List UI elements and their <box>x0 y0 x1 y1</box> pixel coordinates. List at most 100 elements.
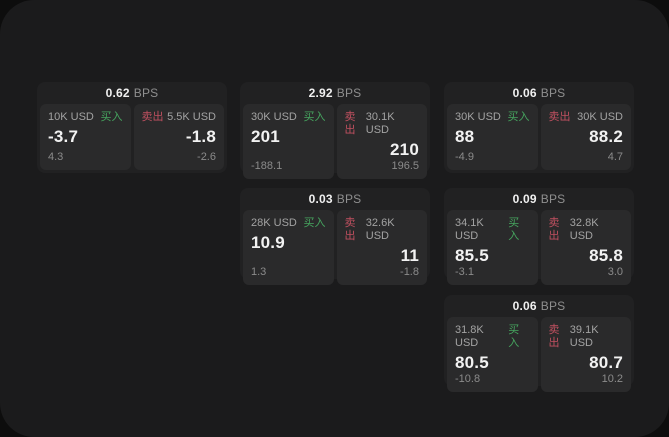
bps-unit-label: BPS <box>133 86 159 100</box>
sell-panel-header: 卖出 5.5K USD <box>142 111 217 124</box>
buy-quote-value: -3.7 <box>48 127 79 146</box>
buy-panel[interactable]: 10K USD 买入 -3.7 4.3 <box>40 104 131 170</box>
sell-side-label: 卖出 <box>344 111 356 136</box>
buy-side-label: 买入 <box>303 111 326 123</box>
bps-value: 0.06 <box>512 299 537 313</box>
sell-size-label: 32.8K USD <box>569 217 599 242</box>
sell-size-label: 39.1K USD <box>569 324 599 349</box>
bps-header: 0.06 BPS <box>444 82 634 104</box>
sell-side-label: 卖出 <box>548 217 560 242</box>
sell-panel[interactable]: 卖出 39.1K USD 80.7 10.2 <box>540 317 631 392</box>
sell-size-label: 5.5K USD <box>167 111 216 123</box>
quote-panels: 31.8K USD 买入 80.5 -10.8 卖出 39.1K USD 80.… <box>444 317 634 395</box>
sell-panel-header: 卖出 32.8K USD <box>549 217 624 243</box>
sell-quote-value: -1.8 <box>185 127 216 146</box>
buy-panel-header: 30K USD 买入 <box>455 111 530 124</box>
buy-change-value: -4.9 <box>455 151 474 163</box>
sell-quote-value: 80.7 <box>589 353 623 372</box>
quote-panels: 28K USD 买入 10.9 1.3 卖出 32.6K USD 11 -1.8 <box>240 210 430 288</box>
buy-panel-header: 34.1K USD 买入 <box>455 217 530 243</box>
sell-panel-header: 卖出 39.1K USD <box>549 324 624 350</box>
sell-side-label: 卖出 <box>141 111 164 123</box>
sell-panel[interactable]: 卖出 30.1K USD 210 196.5 <box>336 104 427 179</box>
sell-panel[interactable]: 卖出 32.8K USD 85.8 3.0 <box>540 210 631 285</box>
buy-size-label: 28K USD <box>251 217 297 229</box>
sell-quote-value: 85.8 <box>589 246 623 265</box>
bps-unit-label: BPS <box>540 299 566 313</box>
sell-side-label: 卖出 <box>548 324 560 349</box>
sell-size-label: 30.1K USD <box>365 111 395 136</box>
buy-change-value: -188.1 <box>251 160 283 172</box>
quote-card: 0.06 BPS 31.8K USD 买入 80.5 -10.8 卖出 39.1… <box>444 295 634 392</box>
buy-side-label: 买入 <box>508 217 520 242</box>
buy-change-value: 1.3 <box>251 266 267 278</box>
sell-size-label: 30K USD <box>577 111 623 123</box>
buy-size-label: 34.1K USD <box>455 217 484 242</box>
bps-unit-label: BPS <box>540 86 566 100</box>
buy-size-label: 10K USD <box>48 111 94 123</box>
sell-side-label: 卖出 <box>344 217 356 242</box>
sell-size-label: 32.6K USD <box>365 217 395 242</box>
quote-panels: 34.1K USD 买入 85.5 -3.1 卖出 32.8K USD 85.8… <box>444 210 634 288</box>
buy-change-value: 4.3 <box>48 151 64 163</box>
sell-change-value: 10.2 <box>601 373 623 385</box>
buy-panel-header: 30K USD 买入 <box>251 111 326 124</box>
buy-size-label: 30K USD <box>251 111 297 123</box>
quote-card: 0.03 BPS 28K USD 买入 10.9 1.3 卖出 32.6K US… <box>240 188 430 285</box>
buy-panel-header: 28K USD 买入 <box>251 217 326 230</box>
buy-quote-value: 201 <box>251 127 280 146</box>
sell-quote-value: 88.2 <box>589 127 623 146</box>
buy-size-label: 31.8K USD <box>455 324 484 349</box>
sell-change-value: -2.6 <box>197 151 216 163</box>
buy-change-value: -3.1 <box>455 266 474 278</box>
sell-panel[interactable]: 卖出 5.5K USD -1.8 -2.6 <box>133 104 224 170</box>
bps-header: 0.06 BPS <box>444 295 634 317</box>
sell-change-value: 196.5 <box>391 160 419 172</box>
sell-panel-header: 卖出 32.6K USD <box>345 217 420 243</box>
bps-value: 0.06 <box>512 86 537 100</box>
sell-change-value: 4.7 <box>607 151 623 163</box>
buy-panel-header: 10K USD 买入 <box>48 111 123 124</box>
sell-panel-header: 卖出 30K USD <box>549 111 624 124</box>
sell-quote-value: 11 <box>400 246 419 265</box>
buy-quote-value: 10.9 <box>251 233 285 252</box>
quote-card: 0.62 BPS 10K USD 买入 -3.7 4.3 卖出 5.5K USD… <box>37 82 227 173</box>
buy-quote-value: 80.5 <box>455 353 489 372</box>
buy-panel[interactable]: 30K USD 买入 88 -4.9 <box>447 104 538 170</box>
quote-panels: 30K USD 买入 201 -188.1 卖出 30.1K USD 210 1… <box>240 104 430 182</box>
bps-header: 0.09 BPS <box>444 188 634 210</box>
sell-panel[interactable]: 卖出 32.6K USD 11 -1.8 <box>336 210 427 285</box>
quote-panels: 10K USD 买入 -3.7 4.3 卖出 5.5K USD -1.8 -2.… <box>37 104 227 173</box>
buy-side-label: 买入 <box>303 217 326 229</box>
bps-unit-label: BPS <box>540 192 566 206</box>
sell-panel-header: 卖出 30.1K USD <box>345 111 420 137</box>
bps-header: 0.03 BPS <box>240 188 430 210</box>
quote-card: 2.92 BPS 30K USD 买入 201 -188.1 卖出 30.1K … <box>240 82 430 179</box>
sell-change-value: 3.0 <box>607 266 623 278</box>
buy-panel[interactable]: 34.1K USD 买入 85.5 -3.1 <box>447 210 538 285</box>
buy-side-label: 买入 <box>507 111 530 123</box>
buy-panel[interactable]: 30K USD 买入 201 -188.1 <box>243 104 334 179</box>
bps-value: 0.09 <box>512 192 537 206</box>
quote-panels: 30K USD 买入 88 -4.9 卖出 30K USD 88.2 4.7 <box>444 104 634 173</box>
buy-panel[interactable]: 28K USD 买入 10.9 1.3 <box>243 210 334 285</box>
bps-value: 2.92 <box>308 86 333 100</box>
sell-change-value: -1.8 <box>400 266 419 278</box>
bps-value: 0.62 <box>105 86 130 100</box>
buy-side-label: 买入 <box>100 111 123 123</box>
quote-card: 0.09 BPS 34.1K USD 买入 85.5 -3.1 卖出 32.8K… <box>444 188 634 285</box>
buy-panel-header: 31.8K USD 买入 <box>455 324 530 350</box>
bps-header: 0.62 BPS <box>37 82 227 104</box>
buy-quote-value: 85.5 <box>455 246 489 265</box>
bps-unit-label: BPS <box>336 192 362 206</box>
sell-panel[interactable]: 卖出 30K USD 88.2 4.7 <box>540 104 631 170</box>
buy-change-value: -10.8 <box>455 373 481 385</box>
buy-side-label: 买入 <box>508 324 520 349</box>
sell-side-label: 卖出 <box>548 111 571 123</box>
sell-quote-value: 210 <box>390 140 419 159</box>
bps-unit-label: BPS <box>336 86 362 100</box>
bps-header: 2.92 BPS <box>240 82 430 104</box>
buy-panel[interactable]: 31.8K USD 买入 80.5 -10.8 <box>447 317 538 392</box>
bps-value: 0.03 <box>308 192 333 206</box>
